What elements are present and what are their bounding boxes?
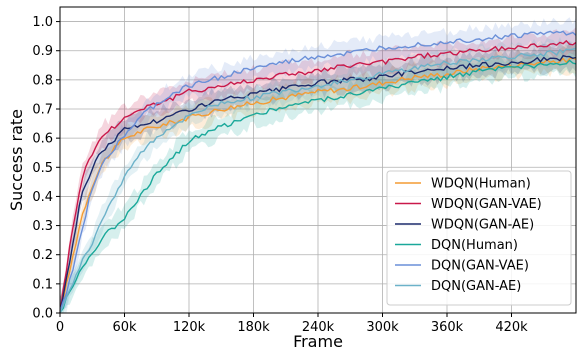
series-line xyxy=(59,57,577,312)
x-tick-label: 360k xyxy=(431,320,464,335)
x-tick-label: 60k xyxy=(112,320,137,335)
y-tick-label: 0.6 xyxy=(32,132,53,147)
series-line xyxy=(59,54,577,314)
series-band xyxy=(60,41,576,314)
series-line xyxy=(59,30,577,312)
legend-label: DQN(GAN-AE) xyxy=(431,279,521,294)
x-axis-title: Frame xyxy=(293,332,343,351)
y-tick-label: 0.8 xyxy=(32,73,53,88)
y-tick-label: 0.3 xyxy=(32,219,53,234)
x-tick-label: 420k xyxy=(495,320,528,335)
series-band xyxy=(60,27,576,313)
x-tick-label: 300k xyxy=(366,320,399,335)
y-tick-label: 0.2 xyxy=(32,248,53,263)
x-tick-label: 240k xyxy=(302,320,335,335)
y-tick-label: 0.0 xyxy=(32,307,53,322)
legend-label: DQN(Human) xyxy=(431,238,518,253)
legend-label: WDQN(GAN-AE) xyxy=(431,218,534,233)
legend: WDQN(Human) WDQN(GAN-VAE) WDQN(GAN-AE) DQN(… xyxy=(386,170,572,306)
series-band xyxy=(60,17,576,314)
legend-label: DQN(GAN-VAE) xyxy=(431,259,529,274)
y-axis-title: Success rate xyxy=(7,109,26,211)
y-axis-ticks: 0.0 0.1 0.2 0.3 0.4 0.5 0.6 0.7 0.8 0.9 1.0 xyxy=(32,15,60,322)
y-tick-label: 0.7 xyxy=(32,103,53,118)
legend-box xyxy=(386,170,572,306)
y-tick-label: 1.0 xyxy=(32,15,53,30)
y-tick-label: 0.1 xyxy=(32,277,53,292)
series-band xyxy=(60,36,576,314)
y-tick-label: 0.4 xyxy=(32,190,53,205)
legend-label: WDQN(GAN-VAE) xyxy=(431,197,542,212)
x-tick-label: 120k xyxy=(173,320,206,335)
y-tick-label: 0.5 xyxy=(32,161,53,176)
x-tick-label: 180k xyxy=(237,320,270,335)
series-line xyxy=(59,47,577,314)
x-tick-label: 0 xyxy=(56,320,64,335)
series-line xyxy=(59,59,577,313)
x-axis-ticks: 0 60k 120k 180k 240k 300k 360k 420k xyxy=(56,313,528,335)
legend-label: WDQN(Human) xyxy=(431,177,531,192)
series-band xyxy=(60,46,576,314)
series-lines xyxy=(59,30,577,314)
series-line xyxy=(59,39,577,314)
y-tick-label: 0.9 xyxy=(32,44,53,59)
